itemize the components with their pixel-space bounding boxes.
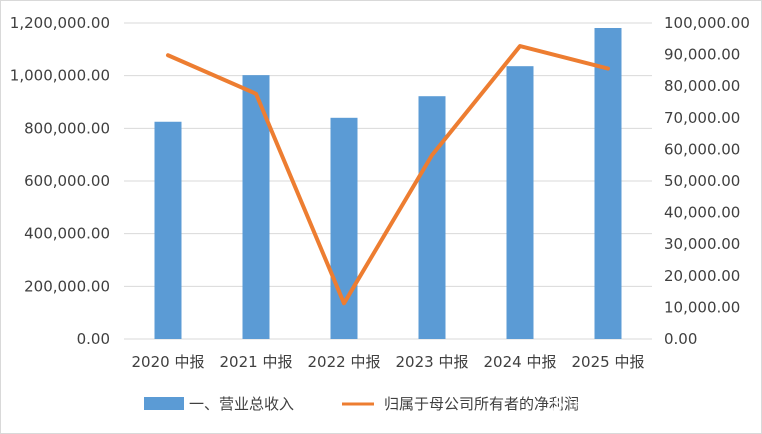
revenue-bar <box>418 96 446 339</box>
right-tick-label: 50,000.00 <box>664 172 740 190</box>
right-tick-label: 80,000.00 <box>664 77 740 95</box>
right-tick-label: 90,000.00 <box>664 46 740 64</box>
x-tick-label: 2021 中报 <box>220 353 293 371</box>
x-tick-label: 2025 中报 <box>572 353 645 371</box>
revenue-bars <box>154 28 622 340</box>
right-tick-label: 10,000.00 <box>664 298 740 316</box>
revenue-bar <box>154 121 182 339</box>
left-tick-label: 0.00 <box>77 330 110 348</box>
x-axis-ticks: 2020 中报 2021 中报 2022 中报 2023 中报 2024 中报 2025 … <box>132 353 645 371</box>
x-tick-label: 2020 中报 <box>132 353 205 371</box>
x-tick-label: 2024 中报 <box>484 353 557 371</box>
watermark: 雪球：诗与星空 <box>547 401 689 421</box>
left-tick-label: 600,000.00 <box>24 172 110 190</box>
watermark-text: 雪球：诗与星空 <box>570 401 689 421</box>
revenue-bar <box>594 28 622 340</box>
left-axis-ticks: 0.00 200,000.00 400,000.00 600,000.00 800,00… <box>10 14 110 348</box>
net-profit-line <box>166 44 610 306</box>
right-axis-ticks: 0.00 10,000.00 20,000.00 30,000.00 40,000.00… <box>664 14 750 348</box>
left-tick-label: 200,000.00 <box>24 277 110 295</box>
left-tick-label: 1,200,000.00 <box>10 14 110 32</box>
right-tick-label: 70,000.00 <box>664 109 740 127</box>
legend-line-label: 归属于母公司所有者的净利润 <box>384 395 579 413</box>
right-tick-label: 40,000.00 <box>664 204 740 222</box>
snowball-logo-icon <box>547 401 565 419</box>
revenue-bar <box>506 66 534 339</box>
right-tick-label: 30,000.00 <box>664 235 740 253</box>
left-tick-label: 800,000.00 <box>24 119 110 137</box>
right-tick-label: 20,000.00 <box>664 267 740 285</box>
left-tick-label: 1,000,000.00 <box>10 67 110 85</box>
legend-bar-label: 一、营业总收入 <box>189 395 294 413</box>
legend: 一、营业总收入 归属于母公司所有者的净利润 <box>144 395 579 413</box>
x-tick-label: 2023 中报 <box>396 353 469 371</box>
left-tick-label: 400,000.00 <box>24 225 110 243</box>
legend-bar-swatch <box>144 397 184 410</box>
right-tick-label: 0.00 <box>664 330 697 348</box>
right-tick-label: 60,000.00 <box>664 140 740 158</box>
x-tick-label: 2022 中报 <box>308 353 381 371</box>
revenue-bar <box>330 117 358 339</box>
right-tick-label: 100,000.00 <box>664 14 750 32</box>
net-profit-series-line <box>166 44 610 306</box>
